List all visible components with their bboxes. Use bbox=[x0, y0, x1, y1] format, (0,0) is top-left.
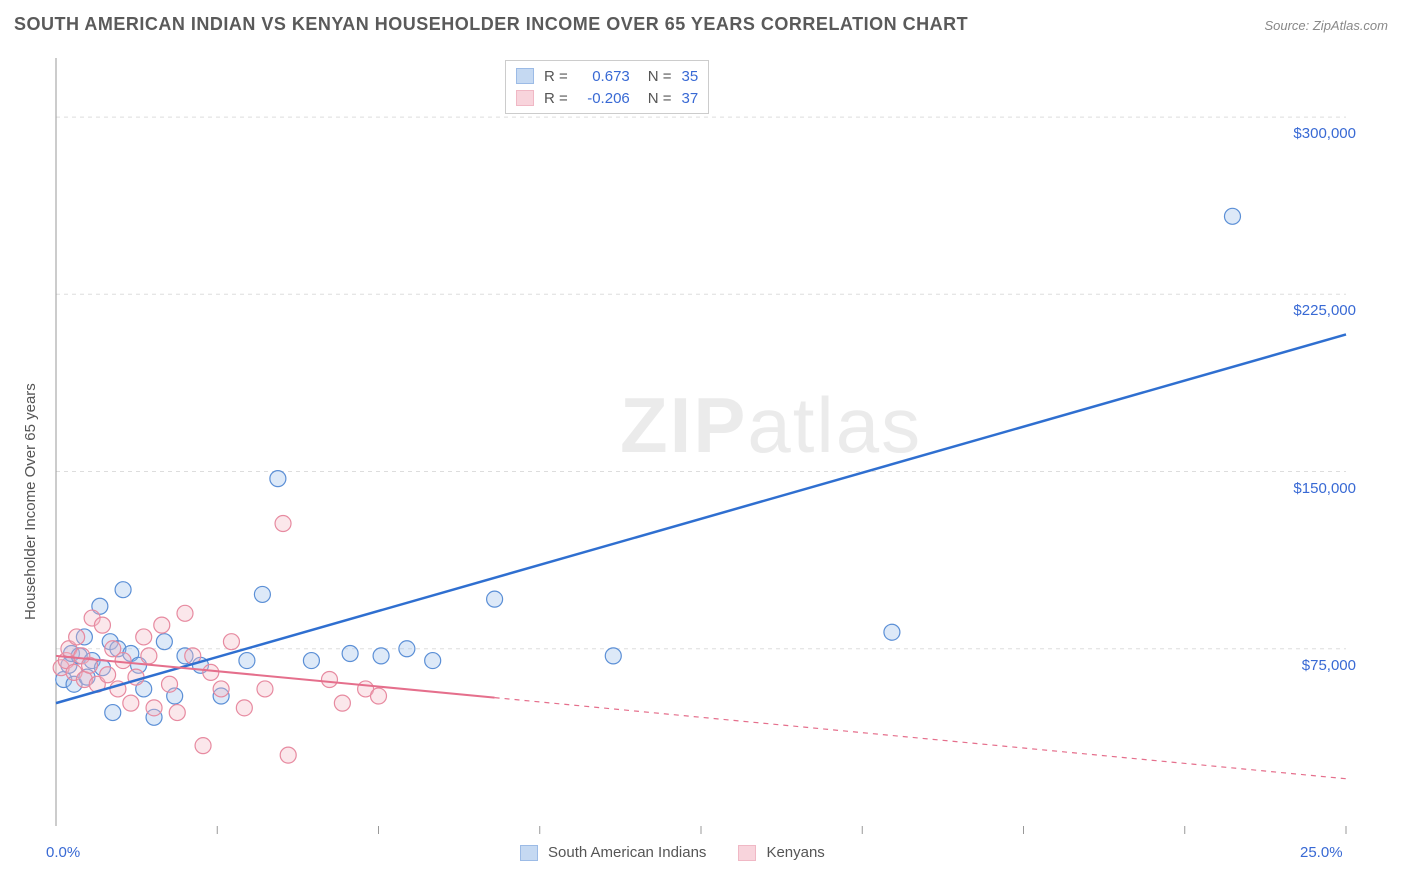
legend-series-label: South American Indians bbox=[548, 844, 706, 861]
data-point bbox=[884, 624, 900, 640]
legend-series-label: Kenyans bbox=[766, 844, 824, 861]
data-point bbox=[115, 653, 131, 669]
data-point bbox=[94, 617, 110, 633]
data-point bbox=[371, 688, 387, 704]
legend-swatch bbox=[520, 845, 538, 861]
legend-n-value: 35 bbox=[682, 68, 699, 85]
data-point bbox=[203, 664, 219, 680]
legend-row: R = 0.673 N = 35 bbox=[516, 65, 698, 87]
legend-swatch bbox=[738, 845, 756, 861]
data-point bbox=[487, 591, 503, 607]
data-point bbox=[223, 634, 239, 650]
data-point bbox=[115, 582, 131, 598]
legend-row: R = -0.206 N = 37 bbox=[516, 87, 698, 109]
x-axis-max-label: 25.0% bbox=[1300, 844, 1343, 861]
data-point bbox=[141, 648, 157, 664]
data-point bbox=[425, 653, 441, 669]
y-tick-label: $75,000 bbox=[1266, 657, 1356, 674]
legend-n-label: N = bbox=[648, 68, 672, 85]
legend-swatch bbox=[516, 68, 534, 84]
data-point bbox=[373, 648, 389, 664]
data-point bbox=[195, 738, 211, 754]
data-point bbox=[270, 471, 286, 487]
data-point bbox=[257, 681, 273, 697]
data-point bbox=[334, 695, 350, 711]
trend-line bbox=[56, 334, 1346, 703]
x-axis-min-label: 0.0% bbox=[46, 844, 80, 861]
data-point bbox=[156, 634, 172, 650]
correlation-legend: R = 0.673 N = 35 R = -0.206 N = 37 bbox=[505, 60, 709, 114]
data-point bbox=[105, 705, 121, 721]
data-point bbox=[236, 700, 252, 716]
data-point bbox=[239, 653, 255, 669]
data-point bbox=[146, 700, 162, 716]
data-point bbox=[136, 629, 152, 645]
data-point bbox=[1224, 208, 1240, 224]
series-legend: South American Indians Kenyans bbox=[520, 844, 847, 861]
legend-r-label: R = bbox=[544, 68, 568, 85]
data-point bbox=[69, 629, 85, 645]
legend-r-label: R = bbox=[544, 90, 568, 107]
y-tick-label: $300,000 bbox=[1266, 125, 1356, 142]
legend-swatch bbox=[516, 90, 534, 106]
data-point bbox=[100, 667, 116, 683]
trend-line-extrapolated bbox=[495, 698, 1346, 779]
data-point bbox=[154, 617, 170, 633]
data-point bbox=[303, 653, 319, 669]
legend-n-value: 37 bbox=[682, 90, 699, 107]
data-point bbox=[605, 648, 621, 664]
data-point bbox=[177, 605, 193, 621]
data-point bbox=[162, 676, 178, 692]
data-point bbox=[321, 671, 337, 687]
legend-r-value: -0.206 bbox=[578, 90, 630, 107]
data-point bbox=[342, 645, 358, 661]
scatter-plot bbox=[0, 0, 1406, 892]
data-point bbox=[254, 586, 270, 602]
legend-r-value: 0.673 bbox=[578, 68, 630, 85]
data-point bbox=[123, 695, 139, 711]
y-tick-label: $150,000 bbox=[1266, 480, 1356, 497]
legend-n-label: N = bbox=[648, 90, 672, 107]
data-point bbox=[213, 681, 229, 697]
y-tick-label: $225,000 bbox=[1266, 302, 1356, 319]
data-point bbox=[399, 641, 415, 657]
data-point bbox=[169, 705, 185, 721]
data-point bbox=[275, 516, 291, 532]
data-point bbox=[280, 747, 296, 763]
